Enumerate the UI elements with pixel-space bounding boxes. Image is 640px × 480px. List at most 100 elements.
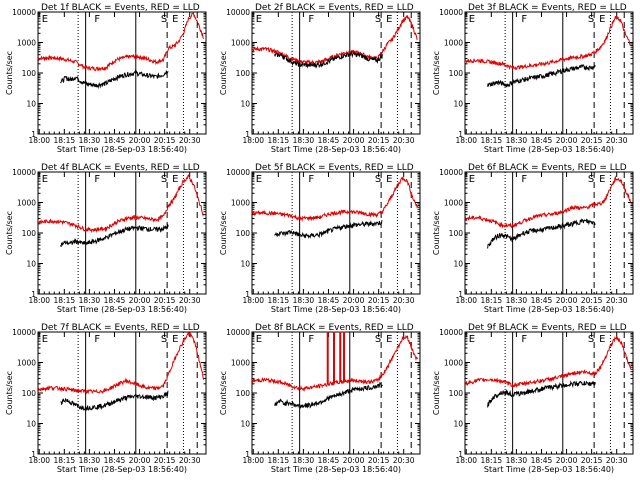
y-tick-label: 1 (31, 290, 36, 299)
event-marker-F: F (521, 174, 527, 185)
x-tick-label: 18:15 (481, 136, 503, 145)
x-tick-label: 18:45 (104, 456, 126, 465)
plot-frame (37, 331, 207, 455)
x-tick-label: 18:30 (79, 136, 101, 145)
x-tick-label: 20:00 (129, 296, 151, 305)
series-lld-red (465, 175, 631, 229)
x-axis-label: Start Time (28-Sep-03 18:56:40) (271, 145, 401, 154)
y-tick-label: 10000 (439, 8, 463, 17)
x-axis-label: Start Time (28-Sep-03 18:56:40) (57, 465, 187, 474)
x-tick-label: 18:45 (104, 296, 126, 305)
y-tick-label: 10 (240, 100, 250, 109)
x-tick-label: 20:00 (129, 136, 151, 145)
event-marker-E: E (386, 174, 392, 185)
y-tick-label: 100 (22, 389, 37, 398)
y-tick-label: 100 (236, 389, 251, 398)
event-marker-F: F (308, 14, 314, 25)
panel-det-7: Det 7f BLACK = Events, RED = LLD 1 10 100 10… (5, 323, 207, 474)
y-tick-label: 1 (245, 290, 250, 299)
x-tick-label: 18:00 (455, 296, 477, 305)
y-tick-label: 10 (453, 100, 463, 109)
event-marker-E: E (256, 174, 262, 185)
y-tick-label: 1 (31, 450, 36, 459)
x-tick-label: 20:30 (393, 296, 415, 305)
x-tick-label: 20:30 (179, 296, 201, 305)
y-axis-label: Counts/sec (432, 51, 441, 95)
series-events-black (60, 69, 169, 90)
x-tick-label: 20:15 (581, 296, 603, 305)
y-tick-label: 100 (22, 69, 37, 78)
x-tick-label: 20:30 (606, 136, 628, 145)
event-marker-F: F (94, 334, 100, 345)
y-tick-label: 1000 (231, 39, 250, 48)
y-tick-label: 1 (458, 450, 463, 459)
y-tick-label: 1 (458, 130, 463, 139)
event-marker-F: F (308, 334, 314, 345)
event-marker-E: E (172, 174, 178, 185)
event-marker-E: E (469, 14, 475, 25)
series-lld-red (252, 15, 418, 67)
panel-det-6: Det 6f BLACK = Events, RED = LLD 1 10 100 10… (432, 163, 634, 314)
y-tick-label: 10000 (226, 168, 250, 177)
event-marker-E: E (172, 334, 178, 345)
y-tick-label: 10000 (12, 168, 36, 177)
plot-frame (37, 11, 207, 135)
y-axis-label: Counts/sec (432, 211, 441, 255)
y-tick-label: 10000 (226, 8, 250, 17)
panel-det-1: Det 1f BLACK = Events, RED = LLD 1 10 100 10… (5, 3, 207, 154)
event-marker-S: S (161, 174, 167, 185)
x-tick-label: 18:15 (268, 296, 290, 305)
plot-frame (251, 331, 421, 455)
x-tick-label: 18:00 (28, 136, 50, 145)
event-marker-E: E (42, 334, 48, 345)
x-tick-label: 20:00 (343, 296, 365, 305)
x-tick-label: 20:00 (129, 456, 151, 465)
series-events-black (274, 51, 383, 69)
x-tick-label: 20:30 (179, 136, 201, 145)
y-tick-label: 1 (31, 130, 36, 139)
event-marker-F: F (94, 174, 100, 185)
x-tick-label: 18:15 (268, 136, 290, 145)
x-tick-label: 18:15 (481, 296, 503, 305)
series-events-black (60, 390, 169, 412)
x-tick-label: 20:30 (179, 456, 201, 465)
series-events-black (274, 381, 383, 409)
y-tick-label: 10 (240, 420, 250, 429)
event-marker-S: S (375, 14, 381, 25)
x-tick-label: 20:00 (343, 456, 365, 465)
y-tick-label: 10000 (439, 328, 463, 337)
x-tick-label: 18:30 (506, 296, 528, 305)
x-tick-label: 18:30 (79, 296, 101, 305)
event-marker-E: E (42, 14, 48, 25)
x-tick-label: 20:15 (368, 456, 390, 465)
panel-title: Det 5f BLACK = Events, RED = LLD (255, 163, 414, 173)
x-axis-label: Start Time (28-Sep-03 18:56:40) (484, 465, 614, 474)
x-tick-label: 20:15 (368, 296, 390, 305)
event-marker-S: S (375, 334, 381, 345)
x-tick-label: 18:30 (506, 136, 528, 145)
y-axis-label: Counts/sec (5, 51, 14, 95)
x-tick-label: 20:30 (393, 136, 415, 145)
x-tick-label: 18:45 (318, 456, 340, 465)
panel-title: Det 1f BLACK = Events, RED = LLD (41, 3, 200, 13)
event-marker-E: E (386, 334, 392, 345)
y-tick-label: 1000 (444, 199, 463, 208)
x-tick-label: 18:15 (54, 296, 76, 305)
x-tick-label: 20:30 (606, 296, 628, 305)
panel-det-5: Det 5f BLACK = Events, RED = LLD 1 10 100 10… (219, 163, 421, 314)
panel-det-4: Det 4f BLACK = Events, RED = LLD 1 10 100 10… (5, 163, 207, 314)
x-tick-label: 20:15 (154, 456, 176, 465)
series-lld-red (465, 335, 631, 388)
panel-title: Det 2f BLACK = Events, RED = LLD (255, 3, 414, 13)
x-tick-label: 18:00 (242, 296, 264, 305)
lld-spike (343, 331, 346, 382)
panel-det-3: Det 3f BLACK = Events, RED = LLD 1 10 100 10… (432, 3, 634, 154)
event-marker-F: F (521, 334, 527, 345)
y-tick-label: 1 (458, 290, 463, 299)
plot-frame (464, 171, 634, 295)
panel-det-2: Det 2f BLACK = Events, RED = LLD 1 10 100 10… (219, 3, 421, 154)
x-tick-label: 18:00 (455, 456, 477, 465)
event-marker-F: F (521, 14, 527, 25)
y-tick-label: 1000 (17, 199, 36, 208)
y-axis-label: Counts/sec (219, 51, 228, 95)
